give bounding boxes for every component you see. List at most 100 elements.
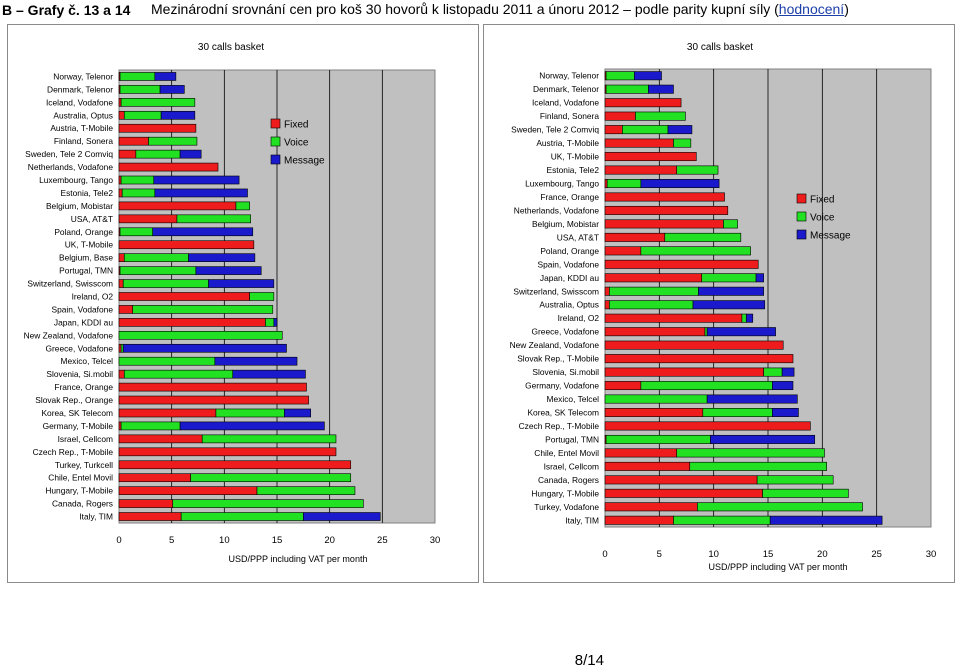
bar-segment-voice [119,85,161,94]
bar-segment-fixed [118,369,125,379]
chart-title: 30 calls basket [198,42,264,53]
bar-segment-voice [215,408,285,418]
bar-segment-message [208,279,275,288]
bar-segment-voice [180,512,304,521]
page-number: 8/14 [574,652,604,669]
bar-segment-message [769,515,883,525]
bar-segment-fixed [118,421,122,431]
bar-segment-message [648,84,674,94]
bar-segment-fixed [604,381,642,391]
legend-label: Message [810,231,851,242]
category-label: Germany, Vodafone [525,381,599,391]
bar-segment-message [179,421,325,431]
bar-segment-fixed [604,232,666,242]
bar-segment-fixed [118,434,203,444]
bar-segment-fixed [118,279,124,288]
x-tick-label: 25 [871,549,882,560]
bar-segment-voice [676,165,719,175]
bar-segment-voice [741,313,747,323]
bar-segment-voice [172,499,364,508]
bar-segment-fixed [118,408,217,418]
bar-segment-fixed [118,473,191,483]
bar-segment-message [303,512,381,521]
chart-right: 30 calls basket 0 5 10 15 20 25 30 Norway, Telen… [510,42,937,572]
bar-segment-voice [119,227,154,237]
figure-label: B – Grafy č. 13 a 14 [2,2,131,18]
bar-segment-message [284,408,312,418]
bar-segment-fixed [118,499,174,508]
category-label: Chile, Entel Movil [534,448,599,458]
bar-segment-voice [132,305,274,314]
category-label: Switzerland, Swisscom [27,279,113,289]
bar-segment-voice [122,279,209,288]
bar-segment-fixed [118,214,178,224]
category-label: Hungary, T-Mobile [531,488,599,498]
bar-segment-voice [118,331,283,340]
bar-segment-voice [605,71,635,81]
bar-segment-fixed [118,123,197,133]
bar-segment-message [772,408,799,417]
category-label: Korea, SK Telecom [41,408,113,418]
bar-segment-message [692,300,766,310]
bar-segment-fixed [118,253,125,262]
bar-segment-message [214,356,298,366]
bar-segment-fixed [118,98,122,107]
bar-segment-voice [123,110,162,120]
category-label: Belgium, Base [59,253,113,263]
bar-segment-fixed [604,502,698,512]
chart-panel-left: 30 calls basket 0 5 10 15 20 25 30 Norway, Telen… [7,24,479,583]
x-tick-label: 10 [219,535,230,546]
legend-swatch [796,211,807,222]
bar-segment-message [634,71,662,81]
category-label: Spain, Vodafone [52,304,114,314]
bar-segment-fixed [118,343,122,353]
category-label: Italy, TIM [565,515,599,525]
title-close: ) [844,1,849,17]
bar-segment-voice [606,179,642,188]
bar-segment-voice [664,232,742,242]
chart-panel-right: 30 calls basket 0 5 10 15 20 25 30 Norway, Telen… [483,24,955,583]
bar-segment-voice [249,292,275,301]
category-label: Israel, Cellcom [544,461,599,471]
category-label: Canada, Rogers [538,475,599,485]
bar-segment-voice [605,434,711,444]
bar-segment-fixed [118,318,266,327]
bar-segment-fixed [118,382,307,392]
bar-segment-voice [265,318,275,327]
category-label: Korea, SK Telecom [527,408,599,418]
bar-segment-message [273,318,278,327]
title-text: Mezinárodní srovnání cen pro koš 30 hovo… [151,1,779,17]
category-label: New Zealand, Vodafone [24,330,114,340]
category-label: Portugal, TMN [545,434,599,444]
bar-segment-voice [702,408,773,417]
bar-segment-voice [118,356,216,366]
evaluation-link[interactable]: hodnocení [778,1,845,17]
category-label: Austria, T-Mobile [536,138,599,148]
figure-title: Mezinárodní srovnání cen pro koš 30 hovo… [151,1,849,17]
bar-segment-fixed [118,447,337,457]
legend-swatch [270,118,281,129]
bar-segment-message [710,434,816,444]
x-axis-label: USD/PPP including VAT per month [229,554,368,564]
x-tick-label: 20 [817,549,828,560]
category-label: Japan, KDDI au [540,273,599,283]
bar-segment-message [159,85,185,94]
bar-segment-message [122,343,287,353]
bar-segment-voice [701,273,757,283]
category-label: Germany, T-Mobile [43,421,114,431]
bar-segment-message [755,273,764,283]
category-label: Poland, Orange [540,246,599,256]
bar-segment-fixed [118,175,122,185]
bar-segment-voice [689,461,827,471]
bar-segment-fixed [604,475,758,485]
bar-segment-voice [120,343,124,353]
bar-segment-message [781,367,795,377]
bar-segment-voice [123,253,189,262]
bar-segment-voice [635,111,686,121]
page-header: B – Grafy č. 13 a 14 Mezinárodní srovnán… [2,0,958,20]
bar-segment-voice [622,125,669,135]
category-label: Netherlands, Vodafone [28,162,114,172]
category-label: Iceland, Vodafone [532,98,599,108]
bar-segment-message [179,149,202,159]
bar-segment-fixed [118,305,133,314]
